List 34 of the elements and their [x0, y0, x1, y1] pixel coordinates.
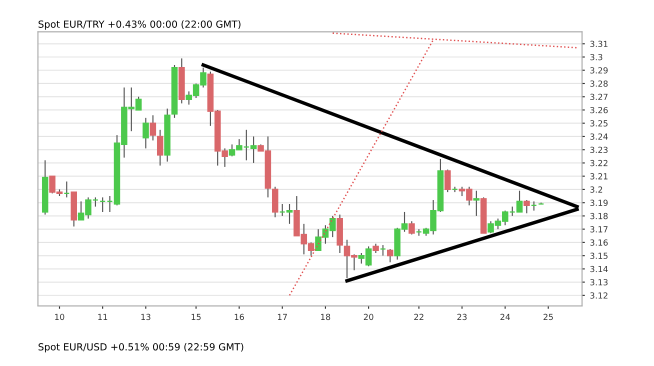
y-tick-label: 3.17 — [590, 226, 608, 232]
y-tick-label: 3.25 — [590, 120, 608, 127]
y-tick-label: 3.3 — [590, 54, 602, 60]
y-tick-label: 3.22 — [590, 160, 608, 166]
y-tick-label: 3.23 — [590, 146, 608, 153]
y-tick-label: 3.19 — [590, 200, 608, 206]
y-tick-label: 3.14 — [590, 266, 608, 272]
y-tick-label: 3.31 — [590, 40, 608, 48]
x-tick-label: 10 — [55, 314, 64, 320]
y-tick-label: 3.24 — [590, 133, 608, 140]
x-tick-label: 22 — [414, 314, 424, 320]
x-tick-label: 15 — [192, 314, 201, 320]
y-tick-label: 3.26 — [590, 106, 608, 114]
y-tick-label: 3.28 — [590, 80, 608, 87]
text: Spot EUR/USD +0.51% 00:59 (22:59 GMT) — [38, 343, 244, 352]
x-tick-label: 25 — [544, 314, 553, 320]
y-tick-label: 3.15 — [590, 252, 608, 259]
x-tick-label: 11 — [98, 314, 108, 320]
x-tick-label: 23 — [457, 314, 467, 320]
x-tick-label: 18 — [321, 314, 330, 320]
chart-title: Spot EUR/TRY +0.43% 00:00 (22:00 GMT) — [38, 20, 240, 30]
y-tick-label: 3.2 — [590, 186, 602, 193]
y-tick-label: 3.16 — [590, 239, 608, 246]
y-tick-label: 3.12 — [590, 292, 608, 299]
x-tick-label: 13 — [141, 314, 150, 320]
y-tick-label: 3.27 — [590, 94, 608, 100]
y-tick-label: 3.13 — [590, 279, 608, 286]
y-tick-label: 3.29 — [590, 67, 608, 74]
x-tick-label: 17 — [278, 314, 287, 320]
x-tick-label: 20 — [364, 314, 374, 320]
y-tick-label: 3.18 — [590, 212, 608, 220]
y-tick-label: 3.21 — [590, 173, 608, 180]
x-tick-label: 24 — [500, 314, 510, 320]
x-tick-label: 16 — [234, 314, 244, 320]
